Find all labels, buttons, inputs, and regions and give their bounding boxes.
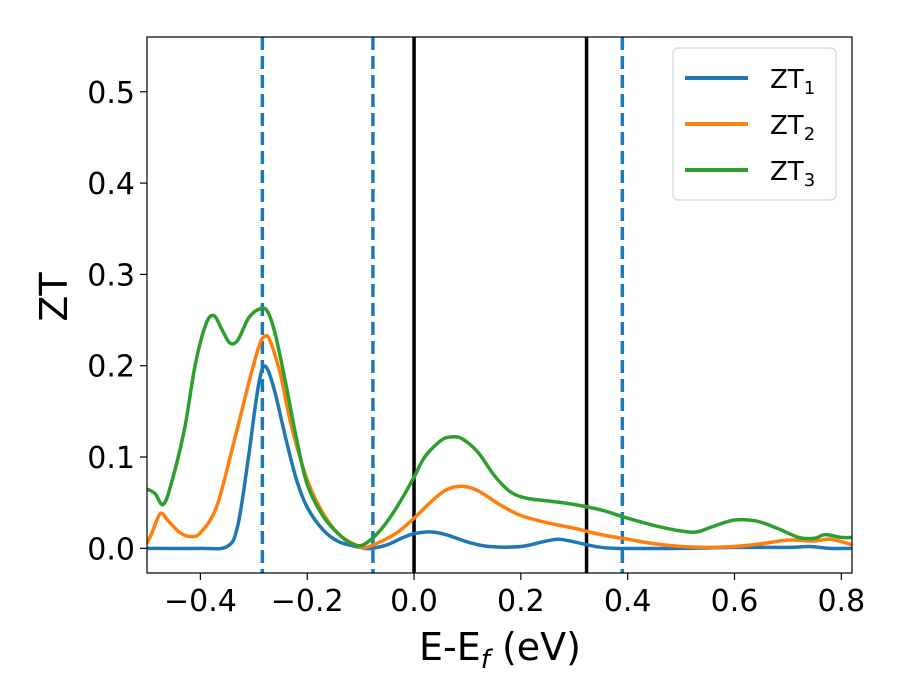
- x-axis-title-main: E-E: [419, 625, 481, 669]
- y-tick-label: 0.3: [87, 258, 135, 293]
- series-line-zt2: [147, 333, 852, 550]
- legend: ZT1 ZT2 ZT3: [672, 47, 837, 201]
- series-line-zt1: [147, 364, 852, 551]
- x-tick-label: 0.8: [817, 584, 865, 619]
- plot-frame: [146, 36, 853, 574]
- x-tick-label: 0.0: [390, 584, 438, 619]
- y-axis-title: ZT: [32, 272, 76, 322]
- legend-label-zt3: ZT3: [770, 157, 815, 191]
- x-tick-label: 0.4: [604, 584, 652, 619]
- x-axis-title-suffix: (eV): [490, 625, 581, 669]
- y-tick-label: 0.4: [87, 167, 135, 202]
- y-tick-label: 0.0: [87, 532, 135, 567]
- series-line-zt3: [147, 306, 852, 548]
- y-tick-label: 0.5: [87, 76, 135, 111]
- legend-box: [672, 47, 837, 201]
- x-tick-label: 0.2: [497, 584, 545, 619]
- y-tick-label: 0.1: [87, 441, 135, 476]
- plot-area: [147, 37, 852, 573]
- x-axis-title: E-Ef (eV): [419, 625, 581, 675]
- legend-label-zt1: ZT1: [770, 65, 815, 99]
- x-tick-label: 0.6: [711, 584, 759, 619]
- axes: −0.4 −0.2 0.0 0.2 0.4 0.6 0.8 0.0 0.1 0.2 0.3 0.4 0.…: [87, 36, 865, 619]
- x-tick-label: −0.2: [271, 584, 344, 619]
- x-tick-label: −0.4: [164, 584, 237, 619]
- legend-label-zt2: ZT2: [770, 111, 815, 145]
- y-tick-label: 0.2: [87, 350, 135, 385]
